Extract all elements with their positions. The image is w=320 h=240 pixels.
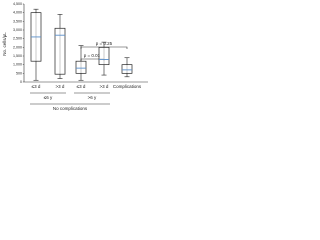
box [98, 46, 110, 66]
chart: No. cells/μL p = 0.25 p = 0.01 ≤6 y >6 y… [2, 2, 148, 111]
x-tick-label: >3 d [56, 84, 65, 89]
group-label: >6 y [88, 95, 97, 100]
y-tick-label: 4,500 [13, 2, 22, 6]
x-tick-label: Complications [113, 84, 142, 89]
y-tick-label: 1,000 [13, 63, 22, 67]
group-label: ≤6 y [44, 95, 53, 100]
y-tick-label: 0 [20, 80, 22, 84]
box [121, 64, 133, 74]
y-tick-label: 2,500 [13, 37, 22, 41]
y-axis-label: No. cells/μL [2, 32, 7, 56]
y-tick-label: 4,000 [13, 11, 22, 15]
box [54, 27, 66, 75]
group-label: No complications [53, 106, 88, 111]
annotation: p = 0.01 [84, 53, 101, 58]
y-tick-label: 2,000 [13, 45, 22, 49]
y-tick-label: 3,500 [13, 19, 22, 23]
box [75, 60, 87, 74]
x-tick-label: >3 d [100, 84, 109, 89]
x-tick-label: ≤3 d [77, 84, 86, 89]
y-tick-label: 1,500 [13, 54, 22, 58]
y-tick-label: 3,000 [13, 28, 22, 32]
y-tick-label: 500 [16, 71, 22, 75]
x-tick-label: ≤3 d [32, 84, 41, 89]
